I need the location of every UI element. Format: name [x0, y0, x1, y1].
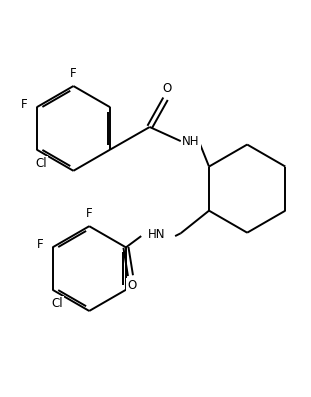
Text: O: O: [127, 279, 136, 292]
Text: NH: NH: [182, 135, 200, 148]
Text: Cl: Cl: [35, 157, 47, 170]
Text: F: F: [86, 207, 93, 220]
Text: F: F: [70, 67, 77, 80]
Text: F: F: [37, 238, 44, 251]
Text: HN: HN: [148, 228, 166, 241]
Text: F: F: [21, 98, 28, 111]
Text: O: O: [162, 82, 171, 95]
Text: Cl: Cl: [51, 297, 63, 310]
